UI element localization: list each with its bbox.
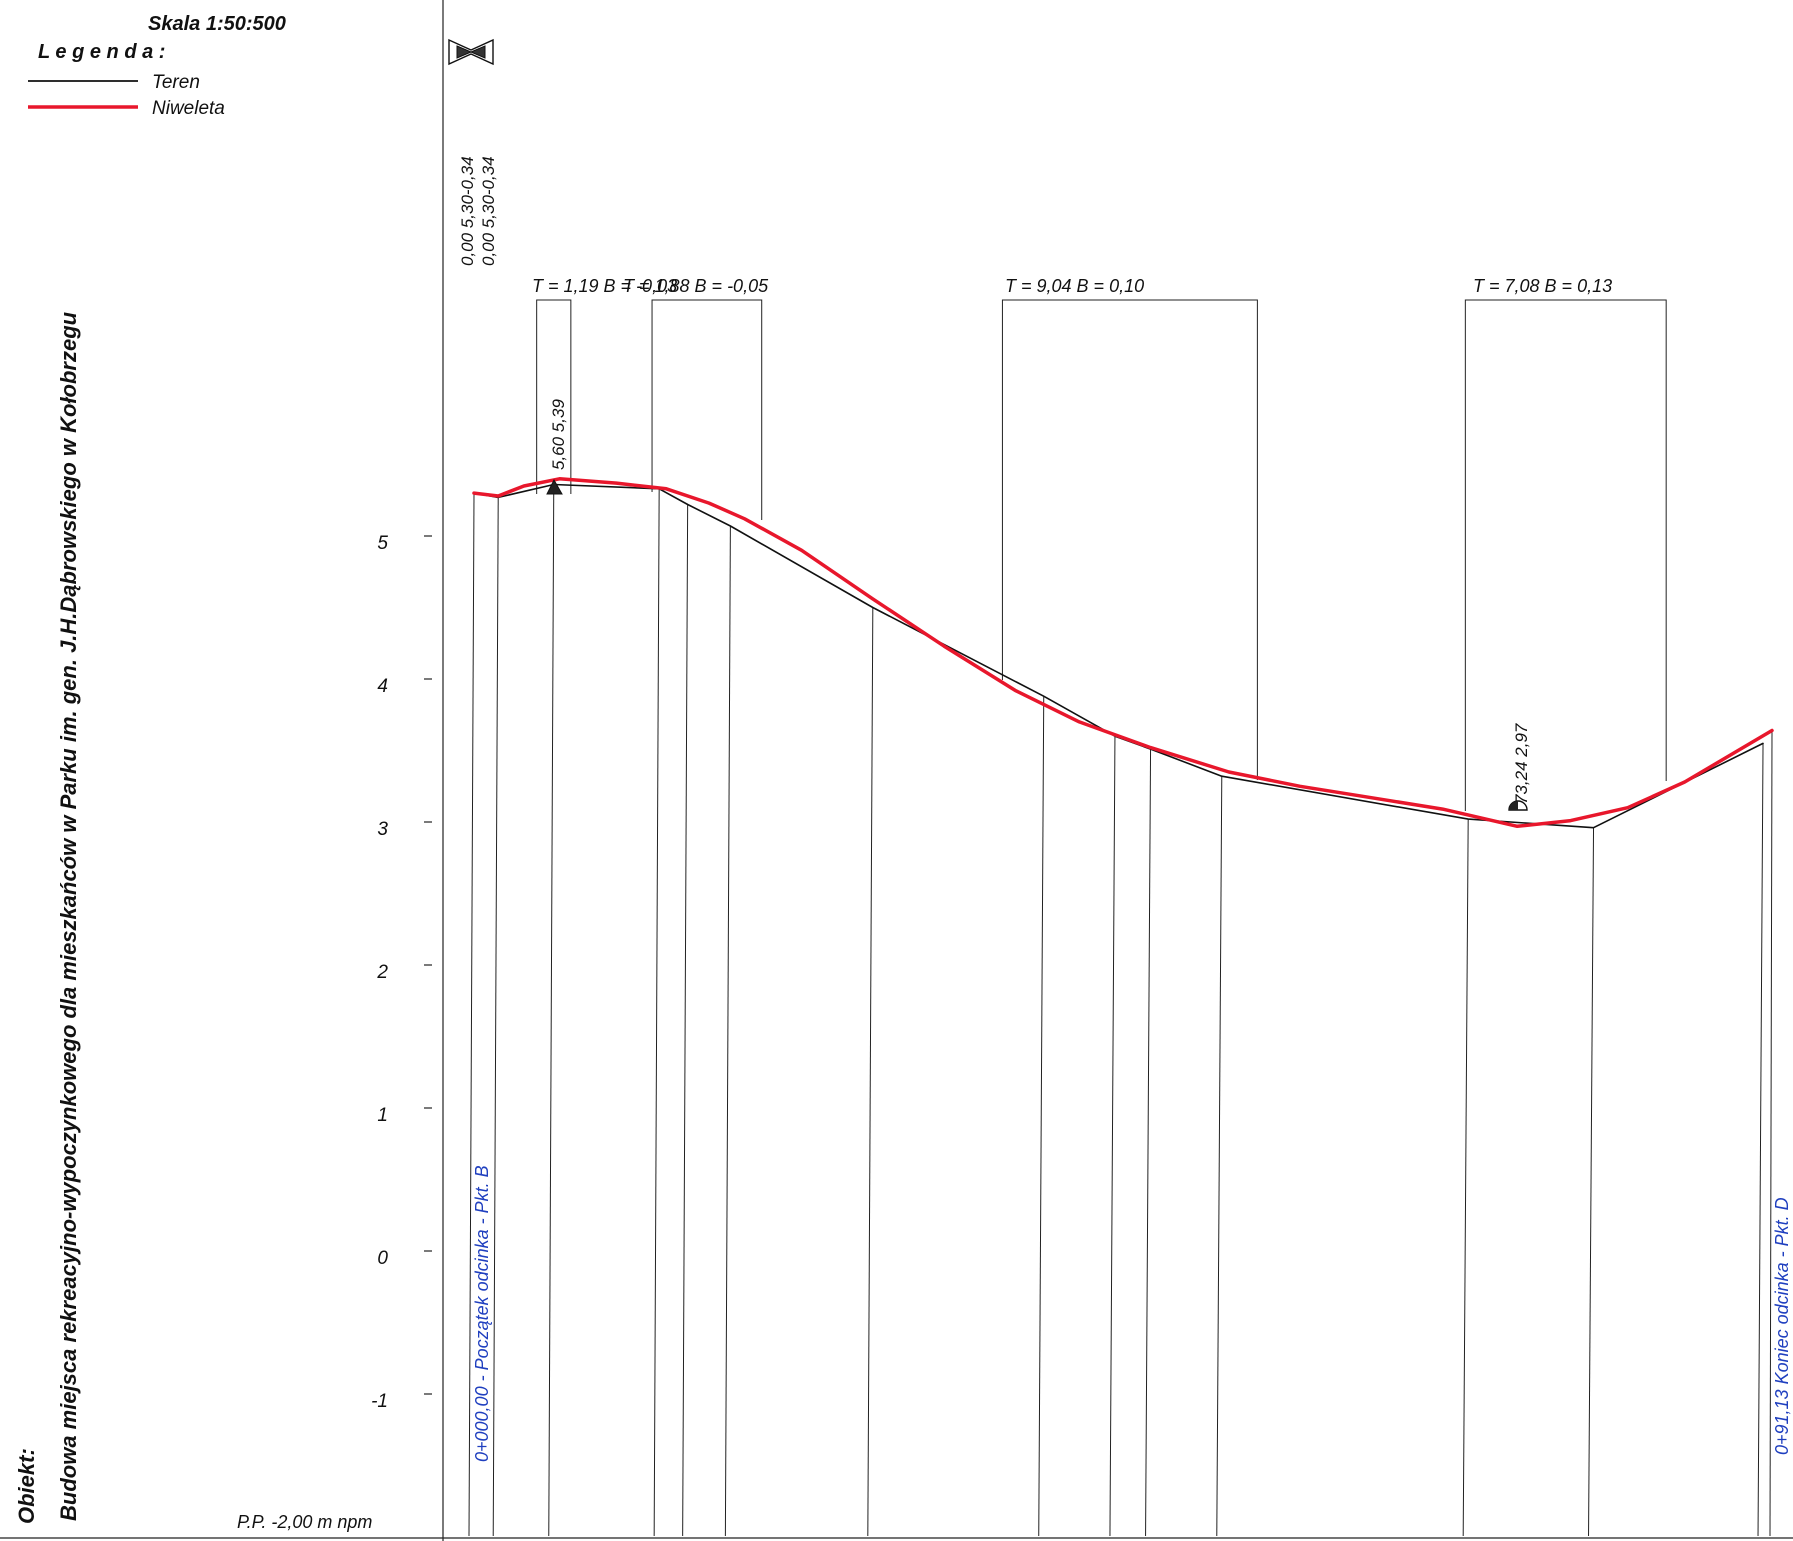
- y-tick-label-5: 0: [377, 1248, 388, 1269]
- section-line-6: [867, 607, 874, 1537]
- point-label-2: 73,24 2,97: [1512, 723, 1531, 804]
- curve-label-0: T = 1,19 B = -0,03: [532, 276, 677, 296]
- section-line-4: [682, 504, 689, 1537]
- datum-label: P.P. -2,00 m npm: [237, 1512, 372, 1532]
- legend-label-niweleta: Niweleta: [152, 98, 225, 119]
- legend-title: L e g e n d a :: [38, 41, 165, 63]
- start-label-2: 0,00 5,30-0,34: [479, 156, 498, 266]
- start-label-1: 0,00 5,30-0,34: [458, 156, 477, 266]
- section-line-3: [653, 488, 660, 1537]
- station-label-end: 0+91,13 Koniec odcinka - Pkt. D: [1772, 1197, 1792, 1455]
- scale-label: Skala 1:50:500: [148, 13, 286, 35]
- section-line-1: [492, 497, 499, 1537]
- curve-bracket-0: [536, 299, 572, 494]
- curve-label-1: T = 1,88 B = -0,05: [623, 276, 769, 296]
- series-line-niweleta: [472, 477, 1774, 829]
- curve-bracket-1: [651, 299, 763, 520]
- y-tick-label-6: -1: [371, 1391, 388, 1412]
- curve-label-3: T = 7,08 B = 0,13: [1473, 276, 1612, 296]
- section-line-7: [1038, 696, 1045, 1537]
- curve-bracket-3: [1464, 299, 1667, 811]
- section-line-9: [1145, 749, 1152, 1537]
- curve-label-2: T = 9,04 B = 0,10: [1005, 276, 1144, 296]
- section-line-11: [1462, 819, 1469, 1537]
- point-label-1: 5,60 5,39: [549, 399, 568, 470]
- bow-tie-marker: [448, 38, 494, 66]
- section-line-0: [468, 493, 475, 1537]
- series-line-teren: [473, 483, 1764, 829]
- y-tick-label-4: 1: [377, 1105, 388, 1126]
- y-tick-label-3: 2: [376, 962, 388, 983]
- section-line-end: [1769, 730, 1773, 1537]
- y-tick-label-2: 3: [377, 819, 388, 840]
- section-line-5: [724, 525, 731, 1537]
- y-tick-label-0: 5: [377, 533, 388, 554]
- section-line-12: [1588, 827, 1595, 1537]
- object-label: Obiekt:: [14, 1448, 39, 1524]
- section-line-2: [548, 484, 555, 1537]
- object-name: Budowa miejsca rekreacyjno-wypoczynkoweg…: [56, 311, 81, 1521]
- section-line-10: [1216, 776, 1223, 1537]
- section-line-8: [1109, 736, 1116, 1537]
- y-tick-label-1: 4: [377, 676, 388, 697]
- station-label-start: 0+000,00 - Początek odcinka - Pkt. B: [472, 1165, 492, 1462]
- section-line-13: [1757, 743, 1764, 1537]
- point-marker-1: [546, 478, 563, 495]
- legend-label-teren: Teren: [152, 72, 200, 93]
- curve-bracket-2: [1001, 299, 1258, 780]
- point-marker-2: [1508, 800, 1528, 811]
